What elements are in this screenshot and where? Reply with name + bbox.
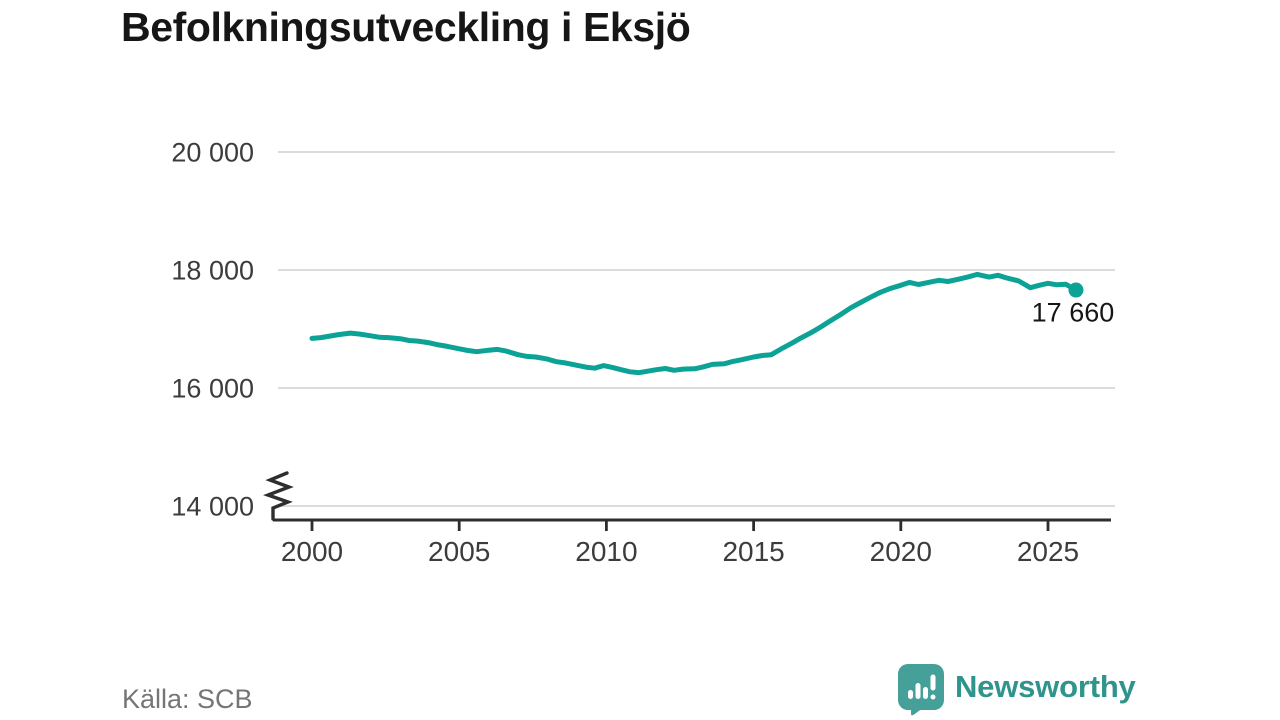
population-line bbox=[309, 271, 1079, 376]
chart-title: Befolkningsutveckling i Eksjö bbox=[121, 4, 691, 50]
x-axis-label: 2000 bbox=[281, 536, 343, 567]
y-axis-label: 20 000 bbox=[171, 138, 254, 168]
x-axis-label: 2015 bbox=[722, 536, 784, 567]
newsworthy-logo: Newsworthy bbox=[898, 664, 1136, 717]
newsworthy-wordmark: Newsworthy bbox=[955, 669, 1136, 704]
x-axis-label: 2020 bbox=[870, 536, 932, 567]
source-note: Källa: SCB bbox=[122, 684, 253, 714]
y-axis-break-icon bbox=[263, 471, 294, 521]
x-axis-label: 2010 bbox=[575, 536, 637, 567]
x-axis-label: 2005 bbox=[428, 536, 490, 567]
y-axis-label: 14 000 bbox=[171, 492, 254, 522]
newsworthy-logo-icon bbox=[898, 664, 944, 716]
latest-point-dot bbox=[1068, 282, 1084, 298]
x-axis-label: 2025 bbox=[1017, 536, 1079, 567]
latest-value-label: 17 660 bbox=[1032, 298, 1115, 328]
y-axis-label: 16 000 bbox=[171, 374, 254, 404]
y-axis-label: 18 000 bbox=[171, 256, 254, 286]
